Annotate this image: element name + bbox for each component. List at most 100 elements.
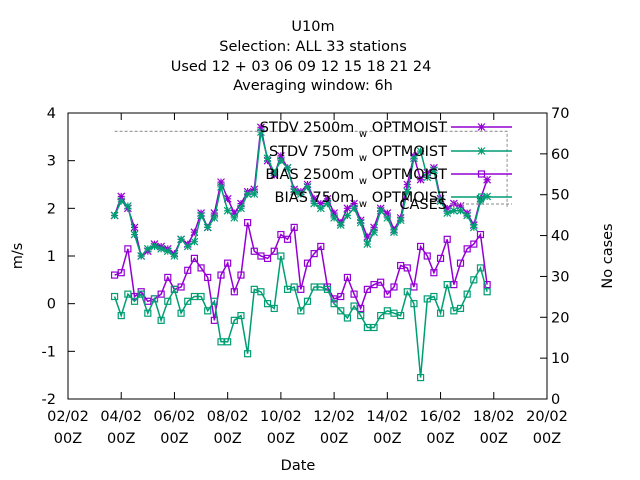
series-3 (110, 252, 491, 382)
data-point (383, 290, 391, 298)
data-point (297, 307, 305, 315)
data-point (310, 199, 319, 208)
chart-subtitle-used: Used 12 + 03 06 09 12 15 18 21 24 (171, 59, 432, 75)
data-point (383, 209, 392, 218)
data-point (164, 273, 172, 282)
data-point (124, 290, 132, 298)
data-point (396, 216, 405, 225)
chart-subtitle-window: Averaging window: 6h (233, 78, 393, 94)
data-point (469, 223, 478, 232)
data-point (343, 273, 352, 282)
data-point (230, 288, 238, 296)
data-point (250, 190, 259, 198)
data-point (257, 288, 265, 296)
legend-marker (477, 147, 486, 155)
data-point (143, 244, 152, 253)
data-point (164, 297, 172, 305)
series-1 (110, 128, 492, 260)
data-point (130, 292, 139, 301)
data-point (430, 269, 438, 277)
data-point (470, 240, 478, 248)
data-point (310, 194, 319, 203)
data-point (456, 259, 465, 267)
data-point (270, 304, 278, 313)
data-point (297, 285, 305, 293)
data-point (430, 292, 438, 301)
legend-entry-label: CASES (399, 197, 447, 213)
data-point (450, 307, 458, 315)
data-point (110, 211, 119, 220)
data-point (177, 309, 185, 317)
data-point (157, 290, 165, 298)
y-tick-label: -1 (42, 344, 56, 360)
data-point (343, 204, 352, 213)
data-point (317, 242, 325, 251)
x-tick-label-hour: 00Z (373, 431, 401, 447)
x-tick-label-hour: 00Z (107, 431, 135, 447)
data-point (303, 259, 312, 267)
data-point (110, 271, 119, 279)
y2-tick-label: 20 (551, 310, 569, 326)
x-axis: 02/02 00Z 04/02 00Z 06/02 00Z 08/02 00Z 10/02 00Z… (47, 113, 568, 447)
data-point (277, 230, 285, 239)
y2-tick-label: 10 (551, 351, 569, 367)
data-point (416, 242, 425, 251)
data-point (217, 178, 225, 187)
data-point (130, 297, 139, 305)
y-tick-label: 1 (47, 249, 56, 265)
data-point (250, 247, 258, 255)
x-tick-label-hour: 00Z (267, 431, 295, 447)
data-point (190, 228, 199, 237)
x-tick-label-hour: 00Z (320, 431, 348, 447)
data-point (390, 228, 398, 237)
data-point (263, 254, 272, 262)
data-point (436, 197, 445, 206)
legend-entry-label: BIAS 750m w OPTMOIST (275, 190, 448, 210)
chart-title-block: U10m Selection: ALL 33 stations Used 12 … (171, 19, 432, 94)
data-point (257, 128, 265, 136)
data-point (443, 235, 451, 243)
data-point (330, 300, 338, 308)
y2-tick-label: 0 (551, 392, 560, 408)
x-tick-label-hour: 00Z (54, 431, 82, 447)
data-point (276, 151, 285, 160)
data-point (357, 304, 365, 313)
legend-entry-label: BIAS 2500m w OPTMOIST (265, 167, 447, 187)
x-tick-label: 08/02 (207, 409, 249, 425)
data-point (377, 278, 385, 286)
y-axis-label: m/s (10, 243, 26, 270)
legend-series-name: STDV 2500m (260, 120, 359, 136)
data-point (170, 285, 179, 293)
data-point (410, 154, 418, 163)
legend-series-subscript: w (359, 129, 367, 140)
x-tick-label-hour: 00Z (480, 431, 508, 447)
data-point (323, 199, 332, 208)
legend-series-name: STDV 750m (269, 144, 359, 160)
data-point (283, 285, 292, 293)
series-4 (114, 130, 508, 209)
data-point (197, 292, 205, 301)
data-point (230, 316, 238, 324)
data-point (243, 190, 252, 198)
y2-tick-label: 30 (551, 269, 569, 285)
data-point (343, 314, 352, 322)
data-point (270, 247, 278, 255)
data-point (184, 266, 192, 274)
data-point (450, 281, 458, 289)
data-point (177, 283, 185, 291)
data-point (150, 242, 159, 251)
legend-entry-label: STDV 2500m w OPTMOIST (260, 120, 447, 140)
data-point (290, 223, 298, 231)
data-point (403, 180, 412, 189)
data-point (356, 218, 365, 227)
data-point (277, 252, 285, 260)
series-layer (110, 123, 508, 382)
x-tick-label: 06/02 (154, 409, 196, 425)
data-point (170, 252, 179, 260)
data-point (423, 295, 431, 303)
data-point (250, 285, 258, 293)
data-point (224, 259, 232, 267)
data-point (397, 261, 405, 270)
chart-subtitle-selection: Selection: ALL 33 stations (219, 39, 407, 55)
data-point (117, 269, 125, 277)
